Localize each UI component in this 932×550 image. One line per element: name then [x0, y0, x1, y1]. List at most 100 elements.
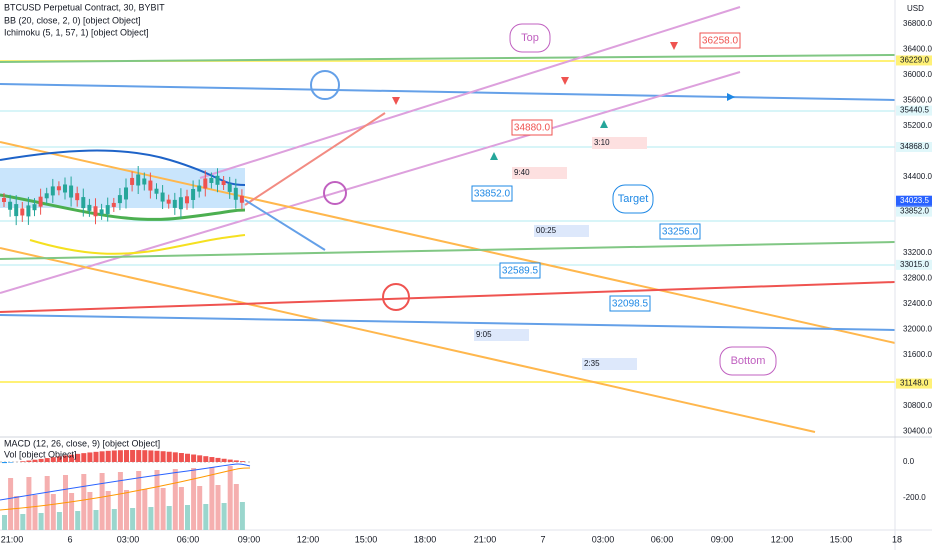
volume-bar	[69, 493, 75, 530]
price-note: 32589.5	[502, 266, 539, 277]
time-note-box	[582, 358, 637, 370]
price-note-box	[659, 223, 701, 240]
volume-bar	[197, 486, 203, 530]
candle	[209, 177, 214, 183]
macd-axis-label: -200.0	[903, 493, 926, 502]
time-note-box	[534, 225, 589, 237]
macd-bar	[178, 453, 184, 462]
price-tag-label: 36229.0	[900, 56, 929, 65]
volume-bar	[172, 469, 178, 530]
bb-lower	[29, 234, 246, 255]
time-note: 00:25	[536, 226, 557, 235]
macd-bar	[26, 460, 32, 462]
channel-line	[0, 247, 816, 433]
price-tag	[896, 378, 932, 389]
macd-bar	[124, 450, 129, 462]
price-note: 32098.5	[612, 299, 649, 310]
candle	[233, 187, 238, 200]
price-label: 31600.0	[903, 350, 932, 359]
macd-bar	[203, 456, 209, 462]
volume-bar	[93, 510, 99, 530]
macd-bar	[38, 458, 44, 462]
candles	[2, 166, 244, 226]
price-label: 34400.0	[903, 172, 932, 181]
indicator-label: BB (20, close, 2, 0) [object Object]	[4, 15, 141, 25]
macd-bar	[117, 450, 123, 462]
time-note: 9:40	[514, 168, 530, 177]
price-tag	[896, 195, 932, 206]
volume-bar	[75, 511, 81, 530]
volume-bar	[20, 514, 26, 530]
macd-bar	[93, 451, 99, 462]
candle	[32, 204, 37, 211]
volume-bar	[209, 467, 215, 530]
symbol-title: BTCUSD Perpetual Contract, 30, BYBIT	[4, 2, 165, 12]
price-label: 30400.0	[903, 426, 932, 435]
macd-bar	[191, 454, 197, 462]
macd-bar	[197, 455, 203, 462]
arrow-line	[244, 112, 386, 206]
price-tag-label: 33015.0	[900, 260, 929, 269]
price-label: 36000.0	[903, 70, 932, 79]
candle	[38, 196, 43, 207]
volume-bar	[239, 502, 245, 530]
time-label: 12:00	[771, 534, 794, 544]
candle	[191, 188, 196, 200]
candle	[44, 193, 49, 199]
time-note-box	[474, 329, 529, 341]
price-tag	[896, 55, 932, 66]
candle	[26, 205, 31, 217]
volume-bar	[26, 477, 32, 530]
candle	[111, 202, 116, 207]
price-note-box	[511, 119, 553, 136]
volume-bar	[2, 515, 7, 530]
price-note: 33852.0	[474, 189, 511, 200]
price-tag	[896, 259, 932, 270]
macd-bar	[32, 459, 38, 462]
time-note: 9:05	[476, 330, 492, 339]
markers	[392, 42, 735, 160]
callout-text: Target	[618, 193, 649, 205]
volume-bar	[191, 468, 197, 530]
time-label: 18	[892, 534, 902, 544]
trend-line	[0, 314, 896, 331]
candle	[69, 185, 74, 198]
trend-line	[0, 83, 896, 101]
macd-bar	[50, 457, 56, 462]
candle	[117, 195, 122, 204]
channel-line	[0, 141, 896, 344]
macd-bar	[172, 452, 178, 462]
time-label: 6	[67, 534, 72, 544]
volume-bar	[8, 478, 14, 530]
smile-icon	[310, 70, 340, 100]
price-label: 36400.0	[903, 45, 932, 54]
macd-bar	[239, 461, 245, 462]
candle	[166, 199, 171, 204]
macd-bar	[185, 453, 190, 462]
macd-bar	[81, 453, 87, 462]
price-label: 32000.0	[903, 325, 932, 334]
time-label: 15:00	[355, 534, 378, 544]
candle	[148, 180, 153, 191]
time-note: 2:35	[584, 359, 600, 368]
callout-text: Bottom	[731, 355, 766, 367]
macd-bar	[2, 462, 7, 464]
price-note-box	[699, 32, 741, 49]
volume-bar	[166, 506, 172, 530]
down-arrow	[670, 42, 678, 50]
macd-bar	[20, 461, 26, 462]
candle	[105, 205, 110, 215]
macd-histogram	[2, 450, 245, 530]
macd-bar	[130, 450, 136, 462]
volume-bar	[117, 472, 123, 530]
volume-bar	[136, 471, 142, 530]
trend-line	[0, 281, 896, 313]
candle	[227, 183, 232, 192]
price-note: 34880.0	[514, 123, 551, 134]
macd-bar	[233, 460, 239, 462]
volume-bar	[160, 488, 166, 530]
time-note-box	[512, 167, 567, 179]
price-label: 36800.0	[903, 19, 932, 28]
